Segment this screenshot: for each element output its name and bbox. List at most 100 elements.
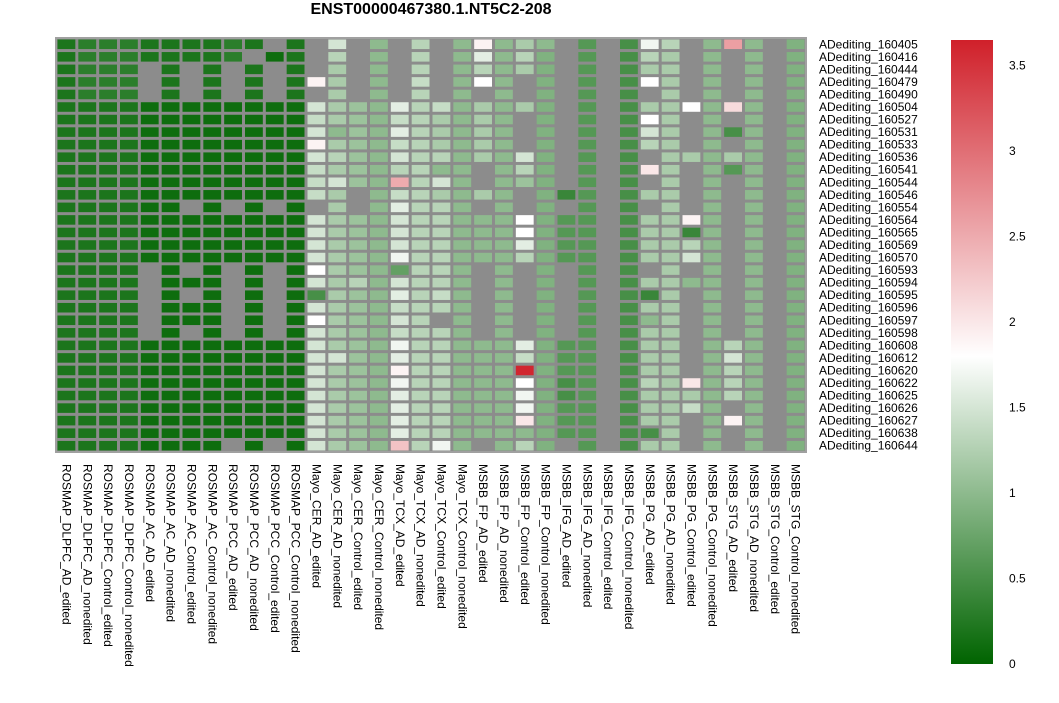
heatmap-cell [307,190,326,200]
heatmap-cell [182,202,201,213]
heatmap-cell [786,102,805,112]
heatmap-cell [724,415,742,426]
heatmap-cell [599,328,617,338]
heatmap-cell [328,190,347,200]
heatmap-cell [411,328,430,338]
heatmap-cell [349,265,367,275]
heatmap-cell [745,240,763,250]
heatmap-cell [265,265,284,275]
heatmap-cell [57,64,76,75]
heatmap-cell [786,114,805,125]
column-label: MSBB_PG_Control_edited [684,464,698,607]
column-label: ROSMAP_PCC_Control_edited [268,464,282,633]
heatmap-cell [78,315,97,326]
heatmap-cell [661,290,680,300]
row-label: ADediting_160490 [819,87,918,101]
heatmap-cell [99,240,117,250]
heatmap-cell [307,302,326,313]
column-label: MSBB_STG_Control_edited [768,464,782,614]
column-label: MSBB_FP_Control_nonedited [539,464,553,625]
heatmap-cell [557,428,576,438]
heatmap-cell [745,152,763,162]
heatmap-cell [453,315,472,326]
row-label: ADediting_160593 [819,263,918,277]
heatmap-cell [140,428,159,438]
heatmap-cell [349,315,367,326]
heatmap-cell [724,177,742,188]
heatmap-cell [140,164,159,175]
heatmap-cell [786,440,805,451]
heatmap-cell [140,302,159,313]
heatmap-cell [390,202,409,213]
heatmap-cell [765,64,784,75]
heatmap-cell [453,390,472,401]
heatmap-cell [640,152,659,162]
heatmap-cell [349,52,367,62]
heatmap-cell [203,240,222,250]
heatmap-cell [78,139,97,150]
heatmap-cell [495,190,513,200]
heatmap-cell [161,114,180,125]
heatmap-cell [78,302,97,313]
heatmap-cell [620,177,638,188]
heatmap-cell [286,39,305,50]
heatmap-cell [557,365,576,376]
colorbar-tick-label: 2 [1009,315,1016,329]
heatmap-cell [370,89,388,100]
heatmap-cell [182,440,201,451]
heatmap-cell [120,164,138,175]
heatmap-cell [203,403,222,413]
heatmap-cell [411,302,430,313]
heatmap-cell [557,190,576,200]
heatmap-cell [765,202,784,213]
heatmap-cell [495,440,513,451]
heatmap-cell [557,215,576,225]
heatmap-cell [224,215,242,225]
heatmap-cell [224,89,242,100]
heatmap-cell [411,340,430,351]
heatmap-cell [536,365,555,376]
heatmap-cell [286,403,305,413]
heatmap-cell [265,365,284,376]
heatmap-cell [140,353,159,363]
colorbar-tick-label: 3 [1009,144,1016,158]
heatmap-cell [495,265,513,275]
heatmap-cell [57,328,76,338]
heatmap-cell [724,328,742,338]
heatmap-cell [620,390,638,401]
heatmap-cell [161,89,180,100]
heatmap-cell [411,315,430,326]
heatmap-cell [453,64,472,75]
heatmap-cell [120,52,138,62]
heatmap-cell [182,102,201,112]
heatmap-cell [745,39,763,50]
heatmap-cell [474,252,492,263]
heatmap-cell [370,290,388,300]
heatmap-cell [724,390,742,401]
heatmap-cell [99,215,117,225]
row-label: ADediting_160608 [819,338,918,352]
heatmap-cell [411,177,430,188]
heatmap-cell [620,365,638,376]
heatmap-cell [536,227,555,238]
heatmap-cell [182,127,201,137]
heatmap-cell [682,265,701,275]
heatmap-cell [453,177,472,188]
heatmap-cell [328,177,347,188]
heatmap-cell [432,39,451,50]
heatmap-cell [307,290,326,300]
heatmap-cell [724,164,742,175]
heatmap-cell [99,227,117,238]
heatmap-cell [161,302,180,313]
heatmap-cell [224,378,242,388]
heatmap-cell [203,440,222,451]
heatmap-cell [599,164,617,175]
heatmap-cell [515,139,534,150]
heatmap-cell [661,315,680,326]
heatmap-cell [640,215,659,225]
heatmap-cell [182,290,201,300]
heatmap-cell [57,227,76,238]
row-label: ADediting_160554 [819,200,918,214]
heatmap-cell [161,202,180,213]
heatmap-cell [57,164,76,175]
